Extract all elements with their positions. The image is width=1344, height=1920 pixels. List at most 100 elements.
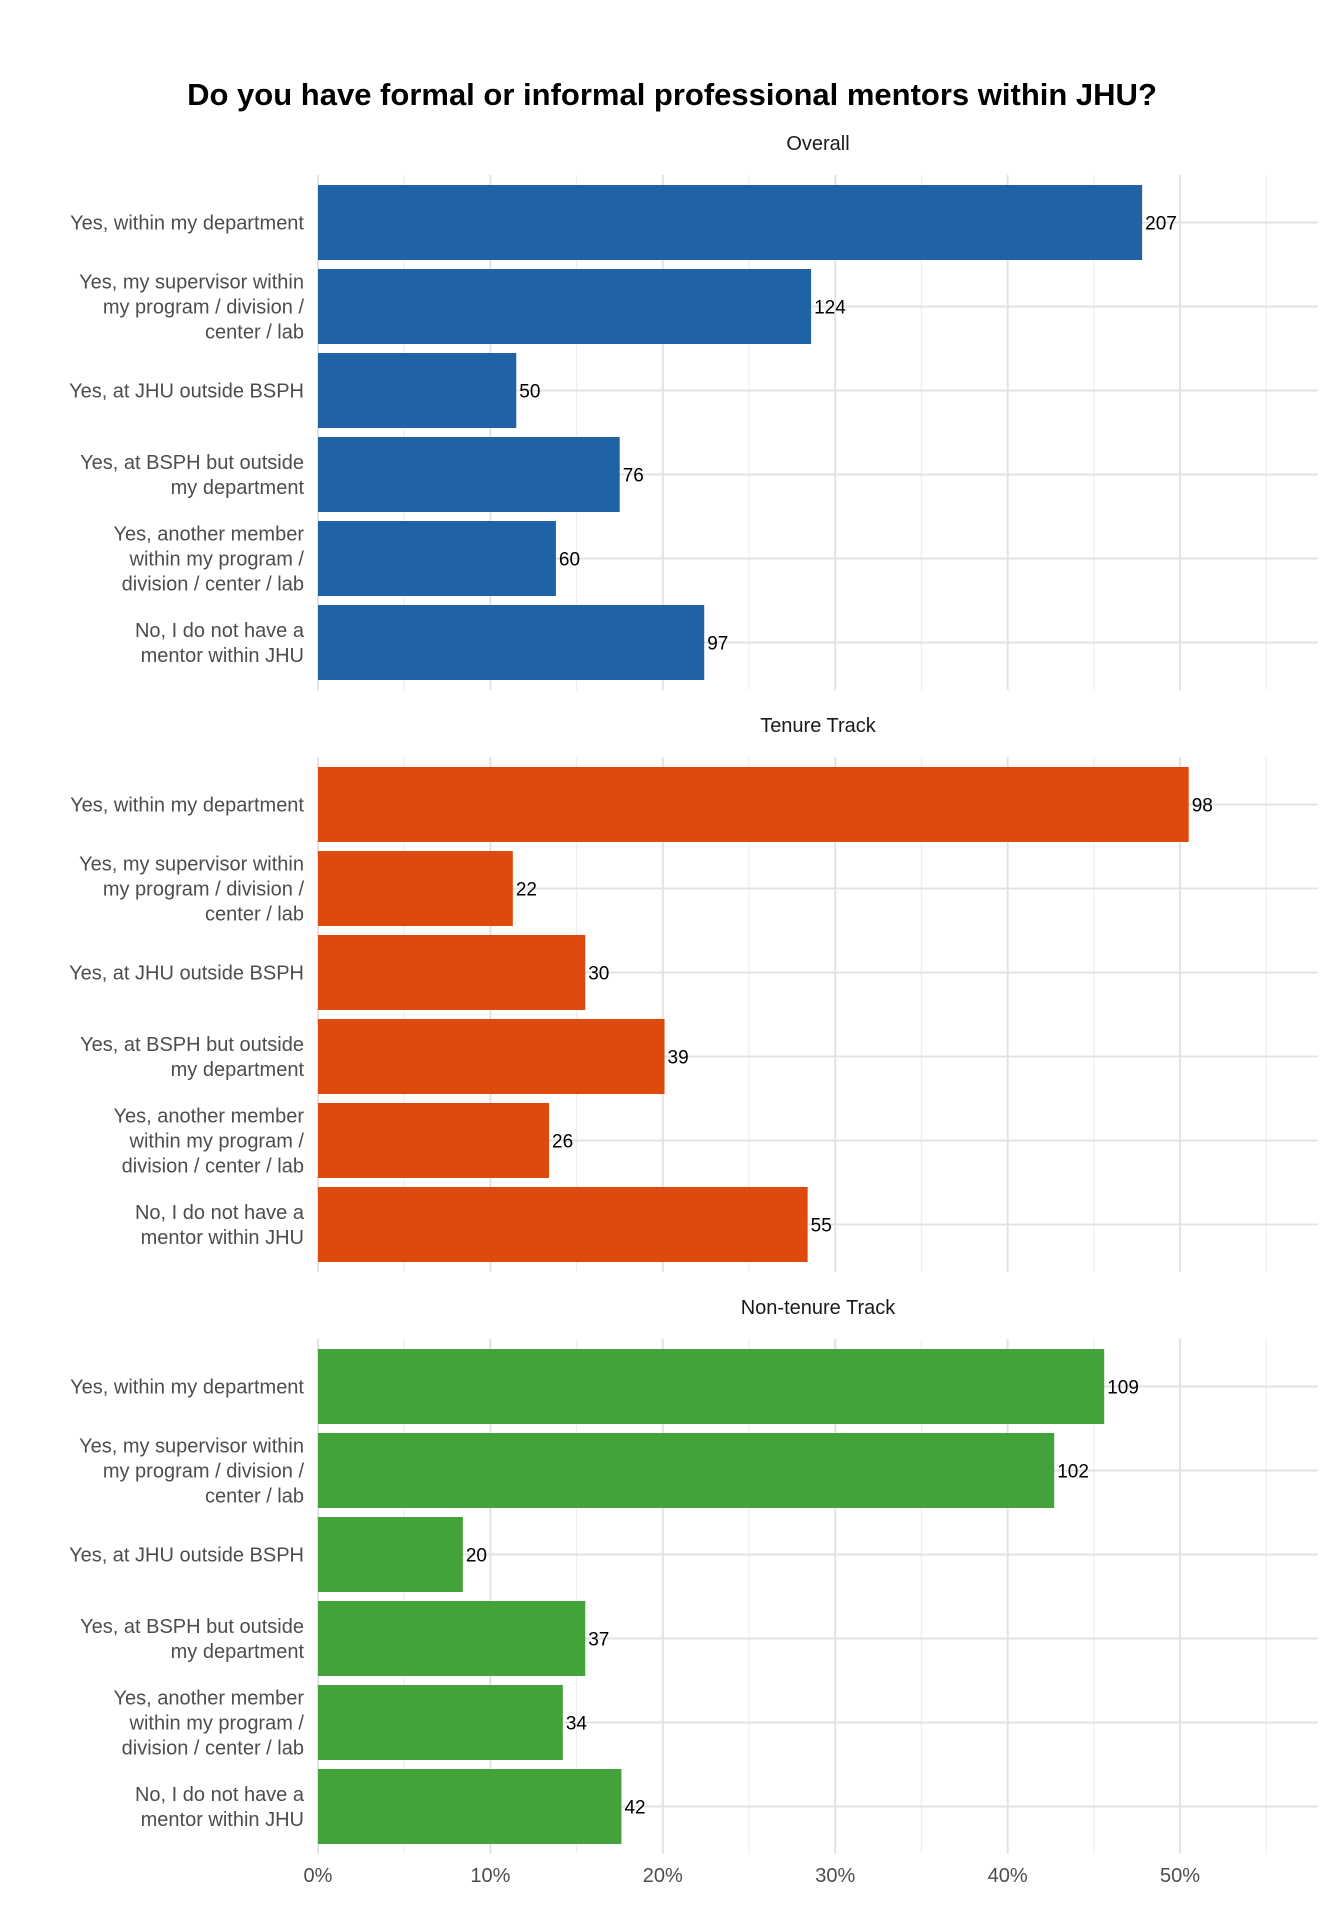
category-label-line: Yes, another member: [114, 1688, 305, 1710]
x-tick-label: 20%: [643, 1865, 683, 1887]
category-label-line: Yes, at BSPH but outside: [80, 1616, 304, 1638]
category-label-line: my department: [171, 1059, 305, 1081]
category-label-line: within my program /: [129, 1131, 305, 1153]
category-label-line: mentor within JHU: [141, 1809, 304, 1831]
x-tick-label: 10%: [470, 1865, 510, 1887]
category-label: Yes, at JHU outside BSPH: [69, 381, 304, 403]
bar-value-label: 26: [552, 1132, 573, 1153]
bar: [318, 1433, 1055, 1508]
bar-value-label: 37: [588, 1630, 609, 1651]
facet-panel-tenure-track: Tenure Track 98 Yes, within my department 2…: [69, 715, 1318, 1272]
category-label-line: Yes, at BSPH but outside: [80, 1034, 304, 1056]
bar: [318, 521, 556, 596]
bar: [318, 185, 1143, 260]
category-label-line: Yes, at JHU outside BSPH: [69, 963, 304, 985]
category-label: Yes, my supervisor within my program / di…: [79, 272, 304, 344]
bar: [318, 1103, 550, 1178]
category-label: Yes, another member within my program / di…: [114, 1688, 305, 1760]
bar: [318, 851, 513, 926]
category-label: Yes, within my department: [70, 795, 304, 817]
x-tick-label: 30%: [815, 1865, 855, 1887]
category-label-line: Yes, another member: [114, 1106, 305, 1128]
category-label: Yes, another member within my program / di…: [114, 1106, 305, 1178]
category-label: Yes, within my department: [70, 1377, 304, 1399]
bar-value-label: 42: [624, 1798, 645, 1819]
category-label-line: center / lab: [205, 904, 304, 926]
bar-value-label: 20: [466, 1546, 487, 1567]
bar-value-label: 98: [1192, 796, 1213, 817]
category-label-line: Yes, at BSPH but outside: [80, 452, 304, 474]
bar: [318, 605, 705, 680]
category-label-line: No, I do not have a: [135, 620, 305, 642]
x-tick-label: 40%: [988, 1865, 1028, 1887]
x-axis: 0% 10% 20% 30% 40% 50%: [304, 1865, 1201, 1887]
category-label-line: Yes, my supervisor within: [79, 1436, 304, 1458]
category-label-line: mentor within JHU: [141, 645, 304, 667]
bar-value-label: 109: [1107, 1378, 1139, 1399]
category-label-line: Yes, my supervisor within: [79, 854, 304, 876]
category-label-line: my program / division /: [103, 879, 305, 901]
bar: [318, 1769, 622, 1844]
category-label-line: my program / division /: [103, 1461, 305, 1483]
category-label-line: Yes, another member: [114, 524, 305, 546]
category-label: Yes, at BSPH but outside my department: [80, 1034, 304, 1081]
x-tick-label: 0%: [304, 1865, 333, 1887]
category-label-line: within my program /: [129, 1713, 305, 1735]
category-label-line: my department: [171, 1641, 305, 1663]
category-label-line: Yes, at JHU outside BSPH: [69, 1545, 304, 1567]
bar-value-label: 60: [559, 550, 580, 571]
facet-panel-non-tenure-track: Non-tenure Track 109 Yes, within my depart…: [69, 1297, 1318, 1854]
category-label-line: my program / division /: [103, 297, 305, 319]
bar-value-label: 39: [668, 1048, 689, 1069]
category-label: Yes, within my department: [70, 213, 304, 235]
category-label-line: No, I do not have a: [135, 1784, 305, 1806]
category-label: Yes, at JHU outside BSPH: [69, 1545, 304, 1567]
bar-value-label: 97: [707, 634, 728, 655]
bar-value-label: 55: [811, 1216, 832, 1237]
category-label-line: center / lab: [205, 1486, 304, 1508]
facet-strip-label: Overall: [786, 133, 849, 155]
bar: [318, 767, 1189, 842]
category-label-line: Yes, at JHU outside BSPH: [69, 381, 304, 403]
bar: [318, 1019, 665, 1094]
bar: [318, 1187, 808, 1262]
category-label-line: Yes, my supervisor within: [79, 272, 304, 294]
category-label-line: Yes, within my department: [70, 795, 304, 817]
bar: [318, 1601, 586, 1676]
bar: [318, 1517, 463, 1592]
category-label-line: division / center / lab: [122, 1738, 304, 1760]
category-label-line: Yes, within my department: [70, 213, 304, 235]
category-label: Yes, my supervisor within my program / di…: [79, 854, 304, 926]
bar: [318, 1349, 1105, 1424]
category-label: No, I do not have a mentor within JHU: [135, 1784, 305, 1831]
bar-value-label: 50: [519, 382, 540, 403]
category-label-line: division / center / lab: [122, 1156, 304, 1178]
bar-value-label: 76: [623, 466, 644, 487]
category-label: Yes, my supervisor within my program / di…: [79, 1436, 304, 1508]
category-label: No, I do not have a mentor within JHU: [135, 620, 305, 667]
bar-value-label: 124: [814, 298, 846, 319]
category-label: Yes, another member within my program / di…: [114, 524, 305, 596]
bar: [318, 935, 586, 1010]
category-label-line: center / lab: [205, 322, 304, 344]
category-label-line: division / center / lab: [122, 574, 304, 596]
facet-strip-label: Tenure Track: [760, 715, 877, 737]
category-label-line: my department: [171, 477, 305, 499]
category-label: Yes, at JHU outside BSPH: [69, 963, 304, 985]
category-label: Yes, at BSPH but outside my department: [80, 452, 304, 499]
category-label: Yes, at BSPH but outside my department: [80, 1616, 304, 1663]
bar-value-label: 22: [516, 880, 537, 901]
facet-panel-overall: Overall 207 Yes, within my department 124 Ye…: [69, 133, 1318, 690]
bar: [318, 353, 517, 428]
category-label-line: mentor within JHU: [141, 1227, 304, 1249]
facet-strip-label: Non-tenure Track: [741, 1297, 897, 1319]
category-label-line: within my program /: [129, 549, 305, 571]
bar: [318, 269, 812, 344]
bar-value-label: 207: [1145, 214, 1177, 235]
category-label-line: Yes, within my department: [70, 1377, 304, 1399]
x-tick-label: 50%: [1160, 1865, 1200, 1887]
chart-title: Do you have formal or informal professio…: [187, 77, 1157, 112]
bar-value-label: 102: [1057, 1462, 1089, 1483]
facet-panels: Overall 207 Yes, within my department 124 Ye…: [69, 133, 1318, 1854]
